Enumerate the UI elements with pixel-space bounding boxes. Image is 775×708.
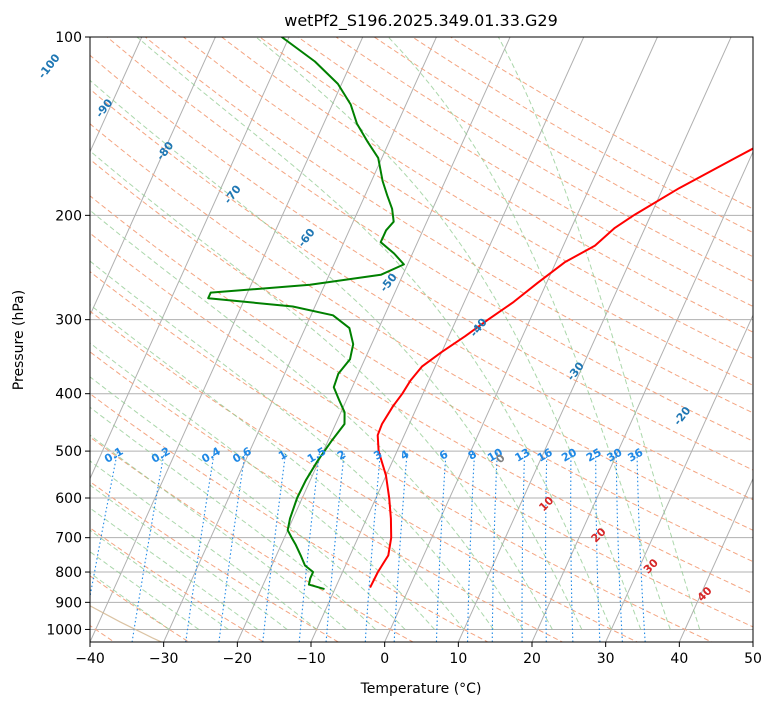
axis-ticks: −40 −30 −20 −10 0 10 20 30 40 50 1000 900 800 700 600 5… (46, 30, 762, 667)
x-tick-label: 50 (744, 651, 762, 667)
isotherm-line (90, 37, 143, 154)
isotherm-line (90, 37, 364, 642)
moist-adiabat-line (90, 376, 406, 630)
mixing-ratio-line (615, 451, 623, 642)
mixing-ratio-line (595, 451, 601, 642)
mixing-ratio-line (435, 451, 447, 642)
plot-frame (89, 36, 754, 643)
moist-adiabat-line (90, 460, 317, 630)
y-tick-label: 400 (55, 387, 82, 403)
y-tick-label: 300 (55, 313, 82, 329)
y-axis-label: Pressure (hPa) (11, 290, 27, 390)
moist-adiabat-line (255, 37, 642, 630)
isotherm-line (310, 37, 585, 642)
y-tick-label: 100 (55, 30, 82, 46)
y-tick-label: 800 (55, 565, 82, 581)
x-tick-label: 20 (523, 651, 541, 667)
y-tick-label: 700 (55, 531, 82, 547)
isotherm-line (384, 37, 658, 642)
temperature-profile (369, 147, 753, 589)
moist-adiabat-line (497, 37, 701, 630)
dewpoint-profile (207, 37, 405, 591)
dry-adiabat-line (90, 88, 753, 501)
mixing-ratio-line (636, 451, 646, 642)
isotherm-line (90, 37, 290, 480)
x-tick-label: 40 (670, 651, 688, 667)
moist-adiabat-line (90, 260, 494, 630)
isotherm-line (605, 313, 753, 642)
mixing-ratio-line (466, 451, 476, 642)
isotherm-line (457, 37, 732, 642)
plot-area (90, 37, 753, 642)
moist-adiabat-line (90, 150, 553, 630)
mixing-ratio-line (545, 451, 548, 642)
dry-adiabat-line (90, 393, 489, 642)
x-axis-label: Temperature (°C) (360, 681, 482, 697)
dry-adiabat-line (90, 232, 753, 628)
x-tick-label: −20 (223, 651, 253, 667)
dry-adiabat-line (90, 195, 753, 595)
isotherm-line (90, 37, 216, 317)
moist-adiabat-line (90, 79, 583, 630)
x-tick-label: −30 (149, 651, 179, 667)
dry-adiabat-line (90, 158, 753, 563)
dry-adiabat-line (90, 351, 564, 642)
moist-adiabat-line (90, 209, 524, 630)
dry-adiabat-line (373, 37, 753, 258)
dry-adiabat-line (335, 37, 753, 282)
dry-adiabat-line (220, 37, 753, 360)
y-tick-label: 900 (55, 595, 82, 611)
dry-adiabat-line (258, 37, 753, 333)
moist-adiabat-line (90, 572, 170, 630)
moist-adiabat-line (136, 37, 612, 630)
y-tick-label: 200 (55, 208, 82, 224)
y-tick-label: 600 (55, 491, 82, 507)
mixing-ratio-line (570, 451, 574, 642)
x-tick-label: 0 (380, 651, 389, 667)
moist-adiabat-line (90, 551, 200, 630)
x-tick-label: 10 (449, 651, 467, 667)
x-tick-label: 30 (597, 651, 615, 667)
dry-adiabat-line (90, 271, 714, 642)
x-tick-label: −10 (296, 651, 326, 667)
moist-adiabat-line (90, 304, 465, 630)
x-tick-label: −40 (75, 651, 105, 667)
dry-adiabat-line (144, 37, 753, 414)
moist-adiabat-line (90, 434, 347, 630)
isotherm-line (236, 37, 511, 642)
chart-title: wetPf2_S196.2025.349.01.33.G29 (284, 11, 558, 31)
mixing-ratio-line (491, 451, 498, 642)
dry-adiabat-line (297, 37, 753, 308)
y-tick-label: 1000 (46, 622, 82, 638)
moist-adiabat-line (387, 37, 671, 630)
moist-adiabat-line (90, 342, 435, 630)
mixing-ratio-line (521, 451, 526, 642)
mixing-ratio-line (393, 451, 408, 642)
dry-adiabat-line (90, 310, 639, 642)
dry-adiabat-line (106, 37, 753, 442)
y-tick-label: 500 (55, 444, 82, 460)
dry-adiabat-line (90, 54, 753, 471)
